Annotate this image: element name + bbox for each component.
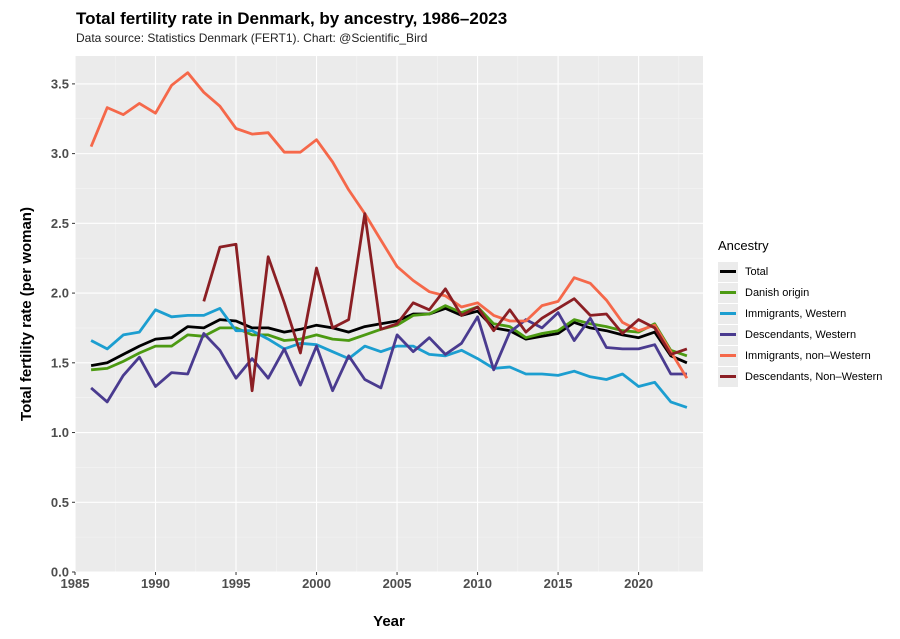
legend-key: [718, 282, 738, 303]
series-line-descendants-non-western: [202, 212, 688, 393]
y-axis-title: Total fertility rate (per woman): [18, 207, 35, 421]
x-tick-label: 1990: [141, 576, 170, 591]
y-tick-label: 1.5: [51, 355, 69, 370]
legend-item-immigrants-non-western: Immigrants, non–Western: [718, 345, 898, 366]
y-tick-label: 2.0: [51, 286, 69, 301]
x-tick-label: 2020: [624, 576, 653, 591]
y-tick-label: 0.5: [51, 495, 69, 510]
y-tick-label: 1.0: [51, 425, 69, 440]
y-tick-label: 3.0: [51, 146, 69, 161]
legend-key: [718, 324, 738, 345]
legend-key: [718, 366, 738, 387]
x-tick-label: 2000: [302, 576, 331, 591]
legend-item-total: Total: [718, 261, 898, 282]
plot-panel: [75, 56, 703, 572]
legend-swatch: [720, 374, 736, 378]
x-tick-label: 2015: [544, 576, 573, 591]
legend-key: [718, 261, 738, 282]
legend-label: Danish origin: [745, 286, 810, 299]
legend-item-immigrants-western: Immigrants, Western: [718, 303, 898, 324]
chart-subtitle: Data source: Statistics Denmark (FERT1).…: [76, 31, 428, 45]
y-tick-label: 2.5: [51, 216, 69, 231]
legend-label: Descendants, Non–Western: [745, 370, 883, 383]
legend-item-danish-origin: Danish origin: [718, 282, 898, 303]
legend-swatch: [720, 290, 736, 294]
legend-key: [718, 345, 738, 366]
series-line-descendants-western: [90, 311, 687, 404]
x-tick-label: 1995: [222, 576, 251, 591]
legend-label: Total: [745, 265, 769, 278]
legend: Ancestry Total Danish origin Immigrants, W…: [718, 238, 898, 387]
x-tick-label: 2005: [383, 576, 412, 591]
y-tick-label: 0.0: [51, 565, 69, 580]
series-line-immigrants-western: [90, 306, 688, 409]
legend-title: Ancestry: [718, 238, 769, 253]
legend-swatch: [720, 311, 736, 315]
legend-item-descendants-western: Descendants, Western: [718, 324, 898, 345]
legend-label: Immigrants, non–Western: [745, 349, 871, 362]
x-tick-label: 2010: [463, 576, 492, 591]
y-tick-label: 3.5: [51, 76, 69, 91]
legend-swatch: [720, 353, 736, 357]
x-axis-title: Year: [373, 613, 405, 630]
legend-item-descendants-non-western: Descendants, Non–Western: [718, 366, 898, 387]
chart-title: Total fertility rate in Denmark, by ance…: [76, 9, 508, 28]
legend-key: [718, 303, 738, 324]
legend-label: Immigrants, Western: [745, 307, 847, 320]
series-line-immigrants-non-western: [89, 71, 689, 379]
series-line-total: [90, 306, 688, 367]
legend-swatch: [720, 269, 736, 273]
legend-label: Descendants, Western: [745, 328, 857, 341]
legend-swatch: [720, 332, 736, 336]
x-tick-label: 1985: [61, 576, 90, 591]
